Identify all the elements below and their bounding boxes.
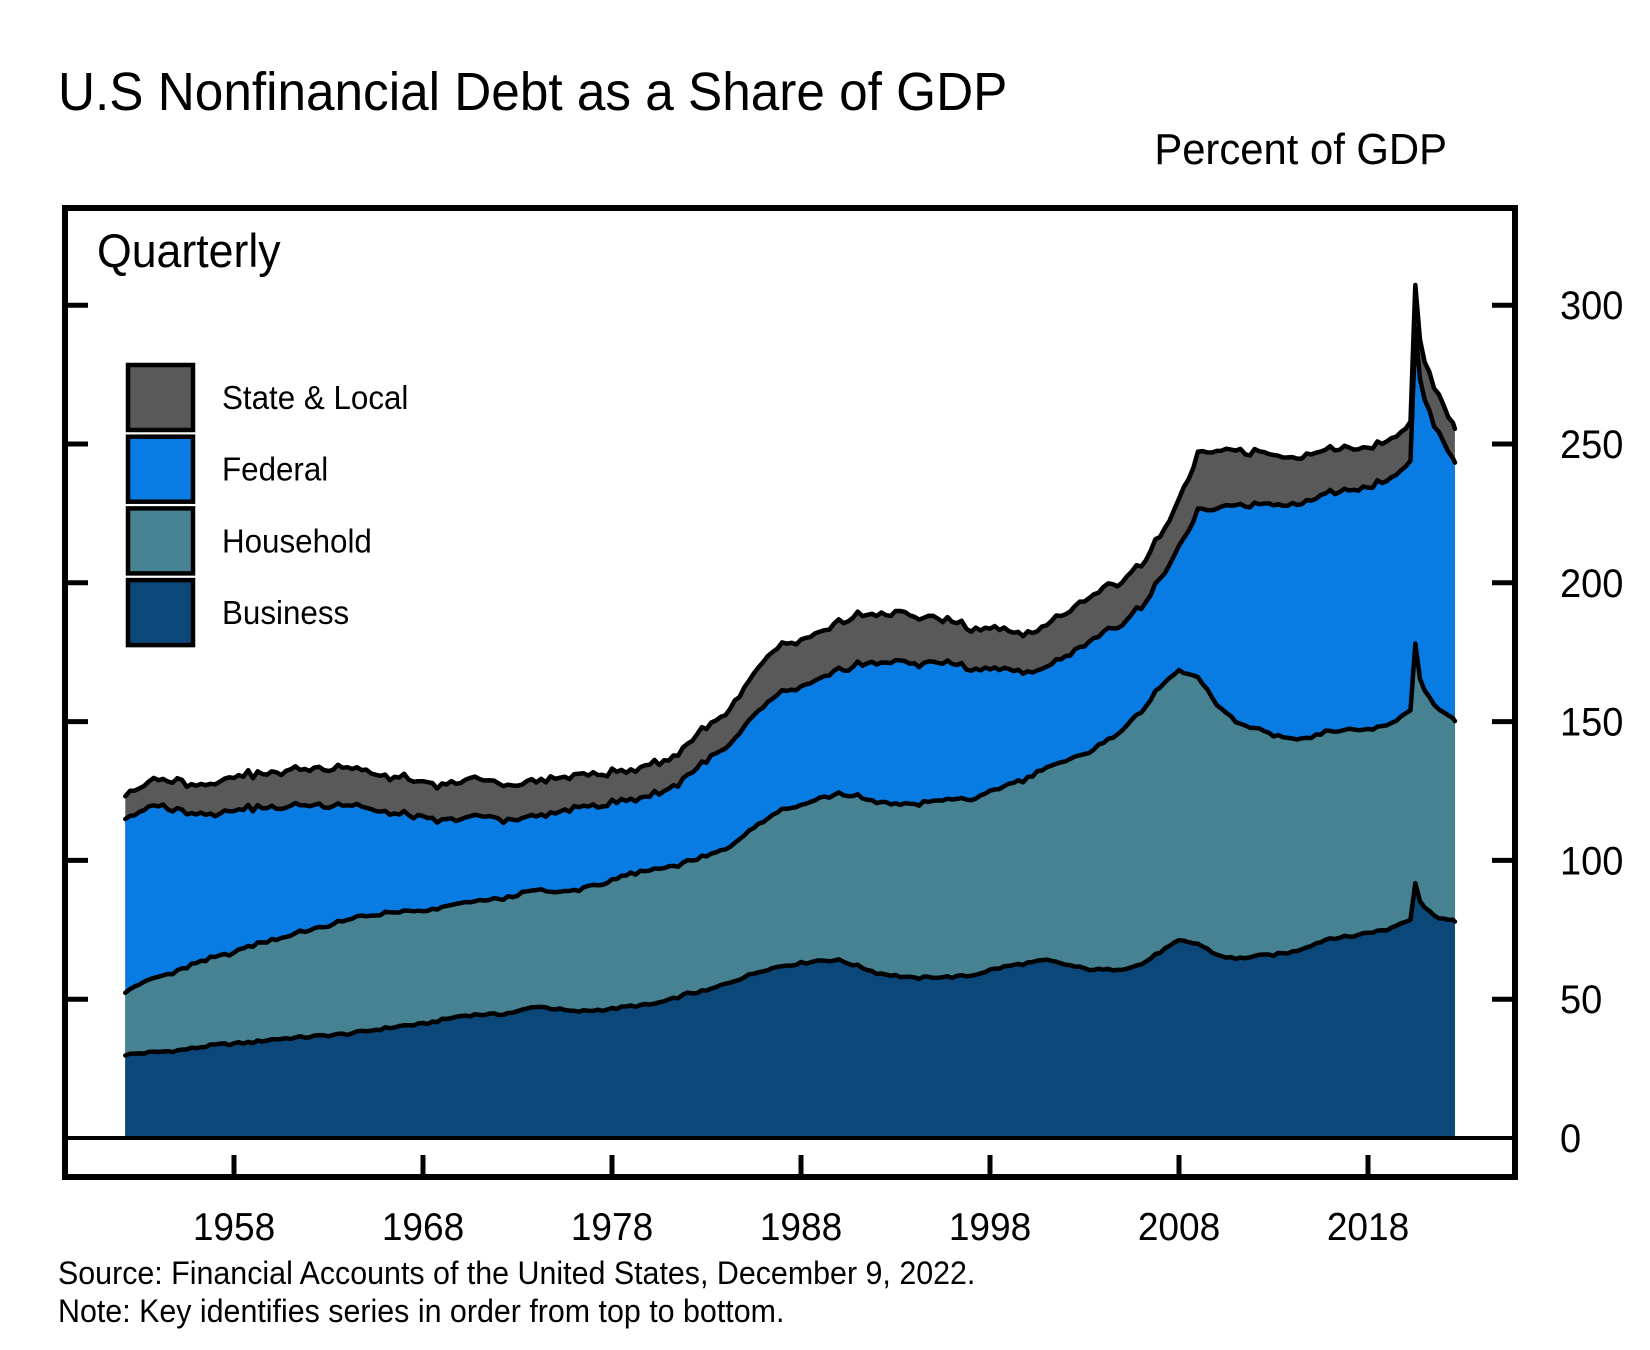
page-title: U.S Nonfinancial Debt as a Share of GDP [58, 62, 1007, 122]
legend-label-household: Household [222, 523, 372, 560]
x-tick-label: 1968 [382, 1206, 464, 1249]
x-axis-ticks [231, 1155, 1371, 1177]
outline-household [123, 641, 1458, 996]
legend-swatch-household [125, 506, 196, 576]
outline-state_local [123, 282, 1458, 799]
y-tick-label: 150 [1560, 701, 1623, 745]
legend-swatch-state_local [125, 362, 196, 433]
y-tick-label: 100 [1560, 840, 1623, 884]
x-tick-label: 1998 [949, 1206, 1031, 1249]
y-tick-label: 200 [1560, 562, 1623, 606]
area-business [125, 883, 1455, 1138]
outline-business [123, 880, 1458, 1058]
plot-frame [62, 205, 1518, 1180]
x-tick-label: 2008 [1138, 1206, 1220, 1249]
y-tick-label: 250 [1560, 423, 1623, 467]
x-axis-labels: 1958 1968 1978 1988 1998 2008 2018 [193, 1206, 1409, 1249]
frequency-label: Quarterly [97, 225, 281, 277]
stacked-area-fills [125, 285, 1455, 1138]
y-tick-label: 0 [1560, 1117, 1581, 1161]
series-boundary-outlines [123, 282, 1458, 1058]
legend-swatch-business [125, 577, 196, 648]
y-axis-labels: 0 50 100 150 200 250 300 [1560, 284, 1623, 1161]
x-tick-label: 2018 [1327, 1206, 1409, 1249]
legend-label-federal: Federal [222, 451, 328, 488]
y-axis-ticks-left [65, 302, 88, 1002]
legend-swatch-federal [125, 434, 196, 504]
y-tick-label: 50 [1560, 978, 1602, 1022]
x-tick-label: 1958 [193, 1206, 275, 1249]
legend: State & Local Federal Household Business [125, 362, 408, 648]
y-tick-label: 300 [1560, 284, 1623, 328]
y-axis-title: Percent of GDP [1154, 125, 1447, 174]
legend-label-business: Business [222, 594, 349, 631]
note-line: Note: Key identifies series in order fro… [58, 1293, 784, 1329]
outline-federal [123, 326, 1458, 826]
x-tick-label: 1978 [571, 1206, 653, 1249]
y-axis-ticks-right [1492, 302, 1515, 1002]
legend-label-state_local: State & Local [222, 379, 408, 416]
source-line: Source: Financial Accounts of the United… [58, 1255, 975, 1291]
x-tick-label: 1988 [760, 1206, 842, 1249]
